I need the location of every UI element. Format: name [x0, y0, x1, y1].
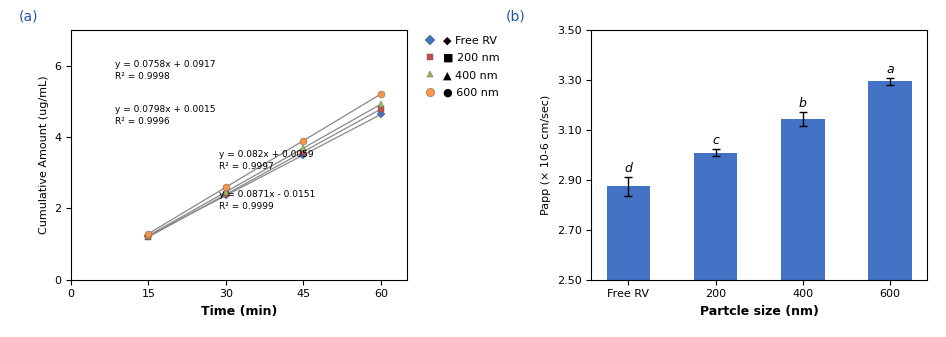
Legend: ◆ Free RV, ■ 200 nm, ▲ 400 nm, ● 600 nm: ◆ Free RV, ■ 200 nm, ▲ 400 nm, ● 600 nm	[419, 36, 500, 97]
Free RV	[143, 234, 154, 238]
Text: a: a	[886, 63, 894, 76]
400 nm	[143, 234, 154, 238]
Text: (a): (a)	[19, 9, 39, 23]
Text: y = 0.082x + 0.0059
R² = 0.9997: y = 0.082x + 0.0059 R² = 0.9997	[219, 150, 313, 171]
Line: 200 nm: 200 nm	[146, 106, 384, 240]
Bar	[693, 153, 738, 280]
200 nm	[298, 150, 309, 154]
400 nm	[298, 146, 309, 150]
Y-axis label: Papp (× 10-6 cm/sec): Papp (× 10-6 cm/sec)	[541, 95, 552, 215]
Text: d: d	[624, 162, 632, 175]
Text: y = 0.0871x - 0.0151
R² = 0.9999: y = 0.0871x - 0.0151 R² = 0.9999	[219, 190, 315, 211]
Free RV	[220, 193, 232, 197]
Text: (b): (b)	[506, 9, 526, 23]
Y-axis label: Cumulative Amount (ug/mL): Cumulative Amount (ug/mL)	[39, 76, 48, 234]
Text: y = 0.0798x + 0.0015
R² = 0.9996: y = 0.0798x + 0.0015 R² = 0.9996	[114, 105, 215, 126]
600 nm	[220, 185, 232, 189]
200 nm	[376, 107, 387, 111]
Text: b: b	[798, 97, 807, 110]
X-axis label: Time (min): Time (min)	[201, 305, 277, 318]
Bar	[781, 119, 825, 280]
200 nm	[143, 235, 154, 239]
600 nm	[376, 92, 387, 96]
Text: y = 0.0758x + 0.0917
R² = 0.9998: y = 0.0758x + 0.0917 R² = 0.9998	[114, 60, 215, 81]
Line: 400 nm: 400 nm	[146, 101, 384, 239]
X-axis label: Partcle size (nm): Partcle size (nm)	[700, 305, 818, 318]
600 nm	[298, 139, 309, 143]
Free RV	[298, 153, 309, 157]
Bar	[606, 186, 650, 280]
Bar	[868, 82, 912, 280]
Line: 600 nm: 600 nm	[145, 91, 384, 237]
200 nm	[220, 192, 232, 196]
Line: Free RV: Free RV	[146, 112, 384, 239]
Free RV	[376, 113, 387, 117]
400 nm	[220, 190, 232, 194]
Text: c: c	[712, 134, 719, 147]
400 nm	[376, 102, 387, 106]
600 nm	[143, 232, 154, 236]
